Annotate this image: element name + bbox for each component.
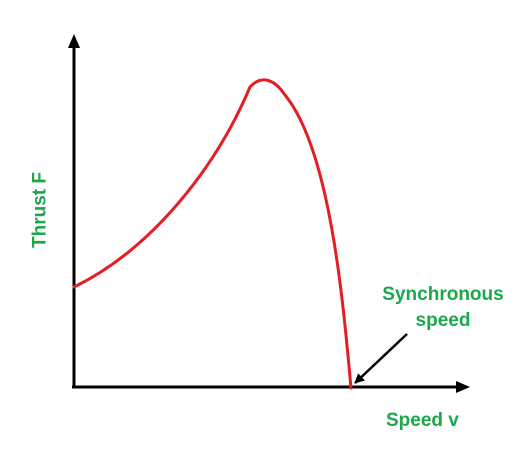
thrust-curve <box>72 78 353 390</box>
synchronous-speed-label-line1: Synchronous <box>382 284 504 305</box>
synchronous-speed-label-line2: speed <box>415 309 471 331</box>
y-axis-label: Thrust F <box>29 172 51 248</box>
synchronous-speed-label: Synchronous speed <box>382 282 503 333</box>
x-axis-arrowhead <box>456 381 470 393</box>
y-axis-arrowhead <box>68 34 80 48</box>
synchronous-speed-arrow <box>354 333 408 384</box>
x-axis-label: Speed v <box>386 410 459 431</box>
